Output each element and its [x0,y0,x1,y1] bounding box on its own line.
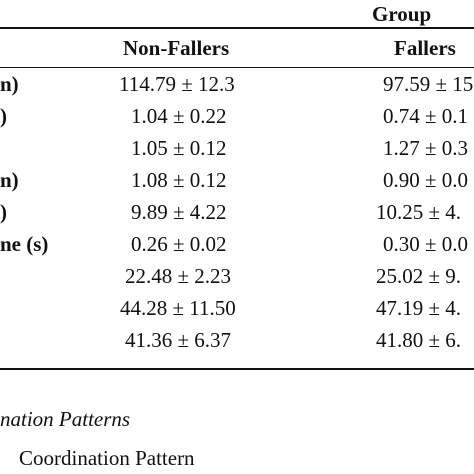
table-top-rule [0,27,474,29]
cell-non-fallers: 9.89 ± 4.22 [131,200,227,224]
cell-non-fallers: 41.36 ± 6.37 [125,328,232,352]
cell-fallers: 97.59 ± 15 [383,72,474,96]
cell-fallers: 10.25 ± 4. [376,200,462,224]
cell-non-fallers: 44.28 ± 11.50 [120,296,236,320]
cell-fallers: 0.74 ± 0.1 [383,104,469,128]
row-label: ne (s) [0,232,49,256]
table-note-line1: nation Patterns [0,407,131,431]
group-header: Group [372,2,432,26]
cell-non-fallers: 1.05 ± 0.12 [131,136,227,160]
column-header-non-fallers: Non-Fallers [123,36,230,60]
cell-fallers: 1.27 ± 0.3 [383,136,469,160]
table-bottom-rule [0,368,474,370]
cell-non-fallers: 22.48 ± 2.23 [125,264,232,288]
group-underline [100,27,474,28]
row-label: ) [0,200,7,224]
table-note-line2: Coordination Pattern [19,446,195,470]
row-label: n) [0,168,19,192]
cell-non-fallers: 0.26 ± 0.02 [131,232,227,256]
row-label: ) [0,104,7,128]
cell-fallers: 0.30 ± 0.0 [383,232,469,256]
cell-fallers: 47.19 ± 4. [376,296,462,320]
cell-fallers: 41.80 ± 6. [376,328,462,352]
header-bottom-rule [0,67,474,68]
cell-non-fallers: 114.79 ± 12.3 [119,72,235,96]
cell-non-fallers: 1.04 ± 0.22 [131,104,227,128]
cell-fallers: 25.02 ± 9. [376,264,462,288]
cell-fallers: 0.90 ± 0.0 [383,168,469,192]
cell-non-fallers: 1.08 ± 0.12 [131,168,227,192]
row-label: n) [0,72,19,96]
column-header-fallers: Fallers [394,36,456,60]
